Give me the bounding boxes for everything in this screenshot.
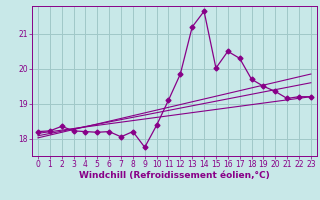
- X-axis label: Windchill (Refroidissement éolien,°C): Windchill (Refroidissement éolien,°C): [79, 171, 270, 180]
